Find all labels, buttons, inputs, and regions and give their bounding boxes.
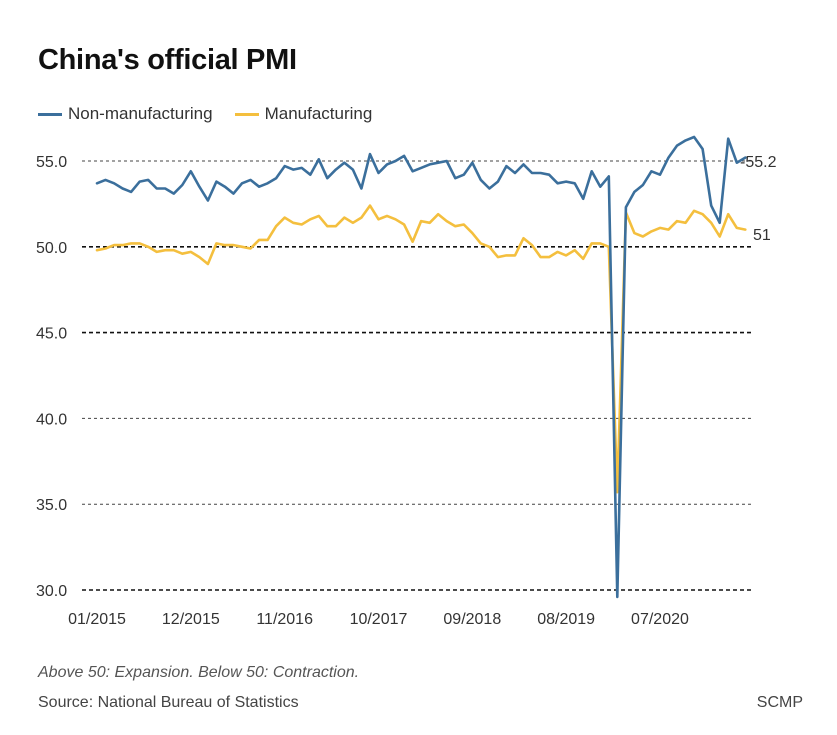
source-credit: Source: National Bureau of Statistics — [38, 694, 299, 711]
x-tick-label: 12/2015 — [162, 611, 220, 628]
legend-swatch-non-manufacturing — [38, 112, 62, 116]
series-line-manufacturing — [95, 204, 747, 494]
x-tick-label: 09/2018 — [443, 611, 501, 628]
y-tick-label: 40.0 — [36, 411, 67, 428]
chart-legend: Non-manufacturing Manufacturing — [38, 104, 394, 124]
x-tick-label: 08/2019 — [537, 611, 595, 628]
y-tick-label: 30.0 — [36, 583, 67, 600]
y-tick-label: 35.0 — [36, 497, 67, 514]
x-tick-label: 01/2015 — [68, 611, 126, 628]
y-tick-label: 50.0 — [36, 240, 67, 257]
x-tick-label: 07/2020 — [631, 611, 689, 628]
end-value-label: -55.2 — [740, 154, 777, 171]
chart-note: Above 50: Expansion. Below 50: Contracti… — [38, 664, 360, 681]
series-line-non-manufacturing — [95, 135, 747, 599]
y-tick-label: 45.0 — [36, 326, 67, 343]
chart-title: China's official PMI — [38, 44, 297, 76]
x-tick-label: 10/2017 — [350, 611, 408, 628]
end-value-label: 51 — [753, 227, 771, 244]
legend-label-manufacturing: Manufacturing — [264, 104, 373, 123]
x-tick-label: 11/2016 — [256, 611, 313, 628]
brand-credit: SCMP — [756, 694, 803, 711]
y-tick-label: 55.0 — [36, 154, 67, 171]
legend-label-non-manufacturing: Non-manufacturing — [68, 104, 213, 123]
legend-item-manufacturing: Manufacturing — [234, 104, 373, 124]
legend-swatch-manufacturing — [234, 112, 259, 116]
legend-item-non-manufacturing: Non-manufacturing — [38, 104, 213, 124]
